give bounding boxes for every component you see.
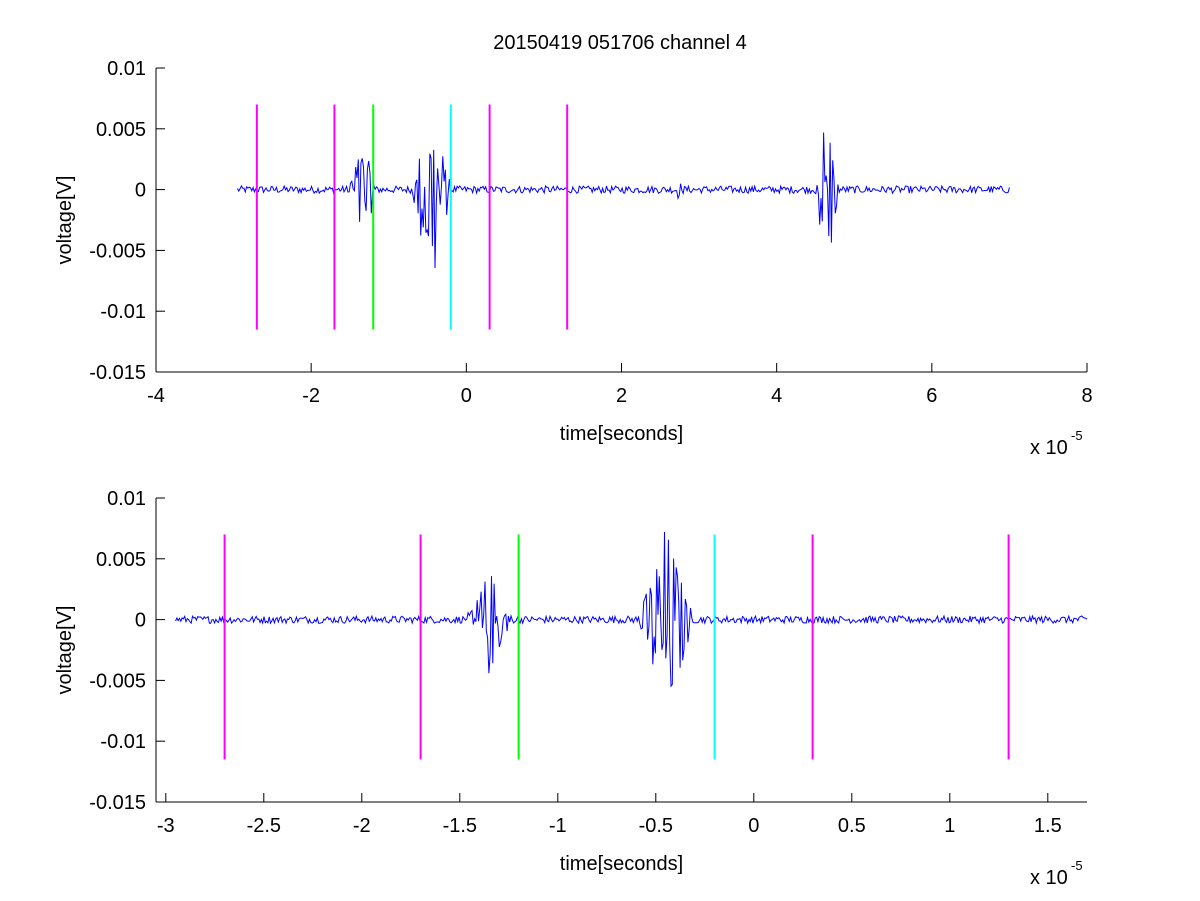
x-tick-label: 0 [461, 385, 472, 407]
x-tick-label: 1.5 [1034, 815, 1062, 837]
x-tick-label: -2 [353, 815, 371, 837]
x-tick-label: -0.5 [639, 815, 673, 837]
x-tick-label: -1 [549, 815, 567, 837]
x-tick-label: 6 [926, 385, 937, 407]
y-tick-label: 0 [135, 610, 146, 632]
signal-trace [237, 132, 1010, 269]
x-tick-label: 2 [616, 385, 627, 407]
x-axis-label: time[seconds] [560, 853, 683, 875]
x-tick-label: -1.5 [443, 815, 477, 837]
x-tick-label: 0.5 [838, 815, 866, 837]
x-tick-label: 0 [748, 815, 759, 837]
x-tick-label: 4 [771, 385, 782, 407]
y-axis-label: voltage[V] [54, 606, 76, 695]
y-tick-label: -0.01 [100, 301, 146, 323]
top-plot: 0.01 0.005 0 -0.005 -0.01 -0.015-4 -2 0 2 4 6 8 time… [54, 58, 1093, 459]
x-axis-label: time[seconds] [560, 423, 683, 445]
x-scale-factor: x 10 [1030, 437, 1068, 459]
y-axis-label: voltage[V] [54, 176, 76, 265]
x-tick-label: -2 [302, 385, 320, 407]
y-tick-label: 0 [135, 180, 146, 202]
y-tick-label: -0.005 [89, 240, 146, 262]
bottom-plot: 0.01 0.005 0 -0.005 -0.01 -0.015 -3 -2.5 -2 -1.5 -… [54, 488, 1088, 889]
y-tick-label: -0.015 [89, 362, 146, 384]
x-scale-exponent: -5 [1071, 858, 1083, 873]
y-tick-label: 0.01 [107, 488, 146, 510]
x-tick-label: -3 [157, 815, 175, 837]
y-tick-label: -0.015 [89, 792, 146, 814]
x-tick-label: 8 [1081, 385, 1092, 407]
x-scale-factor: x 10 [1030, 867, 1068, 889]
x-tick-label: -4 [147, 385, 165, 407]
signal-trace [175, 531, 1088, 688]
x-tick-label: -2.5 [247, 815, 281, 837]
figure-title: 20150419 051706 channel 4 [493, 32, 747, 54]
y-tick-label: -0.005 [89, 670, 146, 692]
y-tick-label: -0.01 [100, 731, 146, 753]
y-tick-label: 0.01 [107, 58, 146, 80]
x-tick-label: 1 [944, 815, 955, 837]
x-scale-exponent: -5 [1071, 428, 1083, 443]
y-tick-label: 0.005 [96, 549, 146, 571]
y-tick-label: 0.005 [96, 119, 146, 141]
